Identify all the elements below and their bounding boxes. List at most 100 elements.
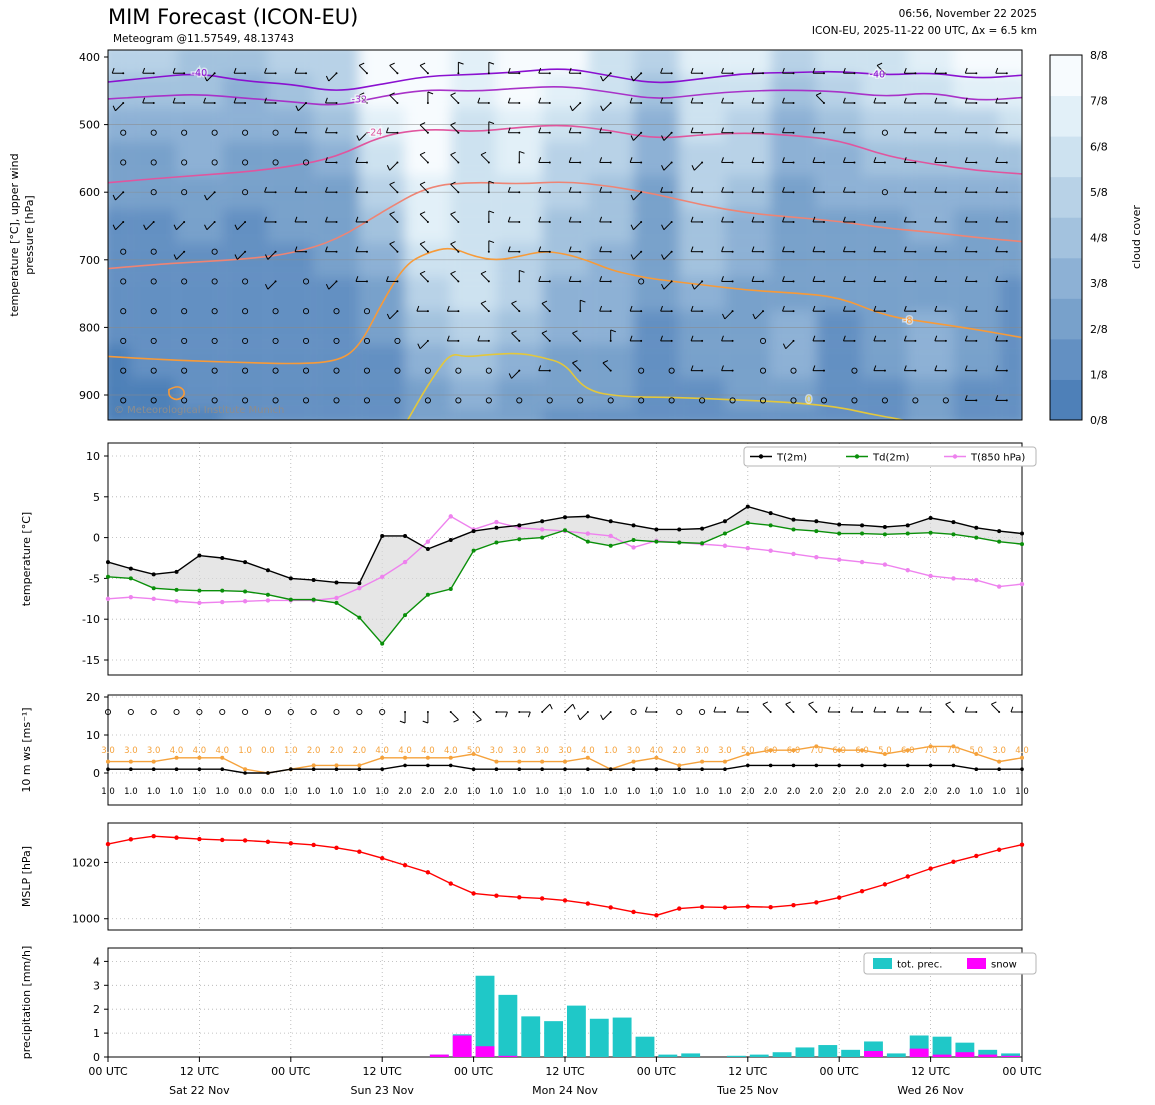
svg-text:4.0: 4.0 — [215, 746, 229, 756]
svg-text:10: 10 — [86, 450, 100, 463]
wind-value-labels: 3.0 3.0 3.0 4.0 4.0 4.0 1.0 0.0 1.0 2.0 2.0 2.0 4.0 4… — [101, 746, 1029, 797]
svg-text:4.0: 4.0 — [375, 746, 389, 756]
svg-text:1.0: 1.0 — [581, 787, 595, 797]
svg-text:6.0: 6.0 — [901, 746, 915, 756]
svg-text:3.0: 3.0 — [147, 746, 161, 756]
svg-text:2.0: 2.0 — [764, 787, 778, 797]
y-axis: 10 5 0 -5 -10 -15 temperature [°C] — [20, 450, 108, 667]
cross-section-panel: -40 -40 -32 -24 -8 0 © Meteorological Institut… — [8, 49, 1023, 421]
svg-text:1.0: 1.0 — [1015, 787, 1029, 797]
svg-text:3.0: 3.0 — [101, 746, 115, 756]
svg-text:3.0: 3.0 — [992, 746, 1006, 756]
y-axis: 0 1 2 3 4 precipitation [mm/h] — [20, 946, 108, 1064]
svg-text:1.0: 1.0 — [604, 746, 618, 756]
svg-text:0.0: 0.0 — [238, 787, 252, 797]
svg-text:1.0: 1.0 — [330, 787, 344, 797]
grid — [108, 823, 1022, 930]
svg-text:2.0: 2.0 — [855, 787, 869, 797]
svg-text:MSLP [hPa]: MSLP [hPa] — [20, 846, 33, 907]
svg-text:-40: -40 — [192, 68, 208, 79]
svg-text:12 UTC: 12 UTC — [180, 1065, 220, 1078]
svg-text:pressure [hPa]: pressure [hPa] — [23, 195, 36, 274]
svg-text:1.0: 1.0 — [604, 787, 618, 797]
svg-text:-40: -40 — [870, 70, 886, 81]
svg-text:1.0: 1.0 — [490, 787, 504, 797]
svg-text:7/8: 7/8 — [1090, 95, 1108, 108]
precip-legend: tot. prec. snow — [863, 952, 1037, 975]
svg-text:800: 800 — [79, 321, 100, 334]
svg-text:5: 5 — [93, 491, 100, 504]
cloud-cover-colorbar: 8/8 7/8 6/8 5/8 4/8 3/8 2/8 1/8 0/8 cloud cover — [1049, 49, 1143, 427]
svg-text:7.0: 7.0 — [947, 746, 961, 756]
svg-text:1.0: 1.0 — [718, 787, 732, 797]
svg-text:12 UTC: 12 UTC — [363, 1065, 403, 1078]
svg-text:12 UTC: 12 UTC — [911, 1065, 951, 1078]
svg-text:4.0: 4.0 — [398, 746, 412, 756]
svg-text:-8: -8 — [903, 316, 912, 327]
svg-text:Td(2m): Td(2m) — [872, 453, 909, 464]
svg-text:0.0: 0.0 — [261, 746, 275, 756]
svg-text:3/8: 3/8 — [1090, 277, 1108, 290]
page-title: MIM Forecast (ICON-EU) — [108, 5, 359, 29]
temperature-legend: T(2m) Td(2m) T(850 hPa) — [743, 446, 1037, 467]
y-axis: 1000 1020 MSLP [hPa] — [20, 846, 108, 926]
svg-text:2.0: 2.0 — [353, 746, 367, 756]
svg-text:00 UTC: 00 UTC — [88, 1065, 128, 1078]
svg-text:2.0: 2.0 — [421, 787, 435, 797]
svg-text:1.0: 1.0 — [307, 787, 321, 797]
svg-text:1000: 1000 — [72, 913, 100, 926]
svg-text:Wed 26 Nov: Wed 26 Nov — [897, 1084, 964, 1097]
svg-text:Tue 25 Nov: Tue 25 Nov — [716, 1084, 779, 1097]
svg-text:3.0: 3.0 — [558, 746, 572, 756]
svg-text:1.0: 1.0 — [558, 787, 572, 797]
svg-text:1.0: 1.0 — [375, 787, 389, 797]
svg-text:4.0: 4.0 — [170, 746, 184, 756]
svg-text:1.0: 1.0 — [215, 787, 229, 797]
svg-text:1.0: 1.0 — [650, 787, 664, 797]
svg-text:7.0: 7.0 — [810, 746, 824, 756]
svg-text:2.0: 2.0 — [444, 787, 458, 797]
svg-text:20: 20 — [86, 691, 100, 704]
svg-text:500: 500 — [79, 119, 100, 132]
svg-text:600: 600 — [79, 186, 100, 199]
y-axis: 0 10 20 10 m ws [ms⁻¹] — [20, 691, 108, 793]
svg-text:7.0: 7.0 — [924, 746, 938, 756]
svg-text:00 UTC: 00 UTC — [271, 1065, 311, 1078]
svg-text:2.0: 2.0 — [307, 746, 321, 756]
svg-text:5/8: 5/8 — [1090, 186, 1108, 199]
svg-text:6/8: 6/8 — [1090, 140, 1108, 153]
td2m-line — [106, 520, 1024, 646]
svg-text:6.0: 6.0 — [832, 746, 846, 756]
svg-text:Sun 23 Nov: Sun 23 Nov — [351, 1084, 415, 1097]
wind-mean-line — [106, 763, 1024, 775]
location-subtitle: Meteogram @11.57549, 48.13743 — [113, 33, 294, 45]
mslp-panel: 1000 1020 MSLP [hPa] — [20, 822, 1025, 931]
svg-text:T(850 hPa): T(850 hPa) — [970, 453, 1025, 464]
svg-text:0.0: 0.0 — [261, 787, 275, 797]
svg-text:1.0: 1.0 — [147, 787, 161, 797]
svg-text:cloud cover: cloud cover — [1130, 205, 1143, 269]
svg-text:1.0: 1.0 — [193, 787, 207, 797]
svg-text:temperature [°C]: temperature [°C] — [20, 512, 33, 606]
svg-text:2.0: 2.0 — [832, 787, 846, 797]
wind-barb-row — [104, 701, 1023, 724]
svg-text:2.0: 2.0 — [901, 787, 915, 797]
run-info: 06:56, November 22 2025 ICON-EU, 2025-11… — [812, 6, 1037, 40]
svg-text:4.0: 4.0 — [581, 746, 595, 756]
svg-text:0: 0 — [93, 532, 100, 545]
svg-text:-5: -5 — [89, 572, 100, 585]
svg-text:4.0: 4.0 — [193, 746, 207, 756]
svg-text:10 m ws [ms⁻¹]: 10 m ws [ms⁻¹] — [20, 707, 33, 792]
svg-text:Mon 24 Nov: Mon 24 Nov — [532, 1084, 598, 1097]
svg-text:3.0: 3.0 — [535, 746, 549, 756]
t-td-spread-fill — [108, 506, 1022, 644]
svg-text:-15: -15 — [82, 654, 100, 667]
wind-panel: 0 10 20 10 m ws [ms⁻¹] 3.0 3.0 3.0 4.0 4.0 4.0 1.0… — [20, 691, 1029, 806]
svg-text:5.0: 5.0 — [878, 746, 892, 756]
svg-text:0: 0 — [93, 1051, 100, 1064]
svg-text:1.0: 1.0 — [101, 787, 115, 797]
svg-text:tot. prec.: tot. prec. — [897, 960, 942, 971]
svg-text:1.0: 1.0 — [672, 787, 686, 797]
svg-text:12 UTC: 12 UTC — [545, 1065, 585, 1078]
